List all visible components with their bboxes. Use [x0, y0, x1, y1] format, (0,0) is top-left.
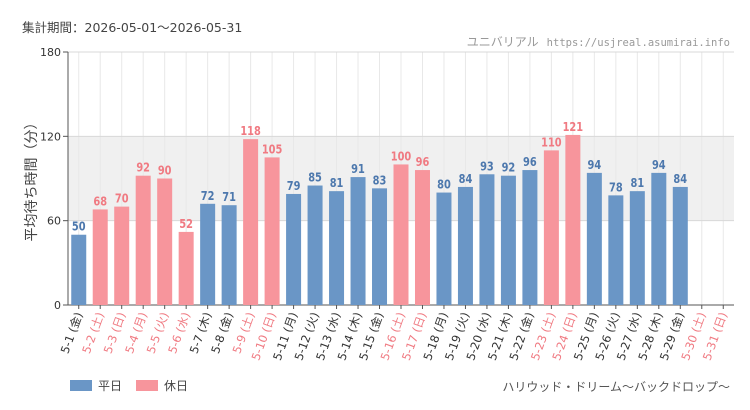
bar — [651, 172, 667, 305]
bar-value-label: 83 — [373, 173, 387, 187]
bar-value-label: 110 — [541, 135, 562, 149]
period-label: 集計期間：2026-05-01～2026-05-31 — [22, 20, 243, 35]
bar — [672, 186, 688, 305]
brand-name: ユニバリアル — [466, 35, 539, 49]
brand-url[interactable]: https://usjreal.asumirai.info — [546, 37, 730, 49]
attraction-name: ハリウッド・ドリーム～バックドロップ～ — [502, 380, 730, 394]
bar-value-label: 92 — [136, 161, 150, 175]
bar-value-label: 93 — [480, 159, 494, 173]
bar — [500, 175, 516, 305]
bar-value-label: 50 — [72, 220, 86, 234]
bar-value-label: 105 — [262, 142, 283, 156]
y-tick-label: 120 — [40, 130, 61, 143]
bar-value-label: 52 — [179, 217, 193, 231]
bar — [92, 209, 108, 305]
bar-value-label: 80 — [437, 178, 451, 192]
legend-item-holiday[interactable]: 休日 — [136, 377, 188, 394]
y-tick-label: 180 — [40, 46, 61, 59]
bar-value-label: 81 — [330, 176, 344, 190]
bar — [243, 139, 259, 305]
bar-value-label: 90 — [158, 164, 172, 178]
bar — [608, 195, 624, 305]
bar — [414, 170, 430, 305]
bar — [457, 186, 473, 305]
legend-swatch-weekday — [70, 380, 92, 391]
bar-value-label: 81 — [630, 176, 644, 190]
bar — [135, 175, 151, 305]
bar — [479, 174, 495, 305]
bar-value-label: 100 — [391, 150, 412, 164]
bar — [264, 157, 280, 305]
bar-value-label: 78 — [609, 180, 623, 194]
bar — [286, 193, 302, 305]
y-tick-label: 0 — [54, 299, 61, 312]
bar-value-label: 92 — [502, 161, 516, 175]
bar-value-label: 94 — [588, 158, 602, 172]
bar-value-label: 79 — [287, 179, 301, 193]
bar — [157, 178, 173, 305]
legend-label-weekday: 平日 — [98, 379, 123, 393]
bar-value-label: 70 — [115, 192, 129, 206]
bar-value-label: 84 — [459, 172, 473, 186]
bar — [178, 231, 194, 305]
bar — [522, 170, 538, 305]
bar — [114, 206, 130, 305]
bar — [543, 150, 559, 305]
bar — [307, 185, 323, 305]
bar-value-label: 72 — [201, 189, 215, 203]
bar-value-label: 121 — [563, 120, 584, 134]
bar — [372, 188, 388, 305]
brand-label: ユニバリアル https://usjreal.asumirai.info — [467, 33, 730, 50]
legend-item-weekday[interactable]: 平日 — [70, 377, 122, 394]
bar — [393, 164, 409, 305]
y-tick-label: 60 — [47, 215, 61, 228]
bar-value-label: 84 — [673, 172, 687, 186]
legend-swatch-holiday — [136, 380, 159, 391]
bar-value-label: 96 — [416, 155, 430, 169]
bar-value-label: 71 — [222, 190, 236, 204]
bar-value-label: 118 — [240, 124, 261, 138]
bar — [586, 172, 602, 305]
bar-value-label: 91 — [351, 162, 365, 176]
bar — [350, 177, 366, 305]
bar-value-label: 68 — [93, 194, 107, 208]
bar — [200, 203, 216, 305]
bar — [629, 191, 645, 305]
bar — [71, 234, 87, 305]
bar-value-label: 94 — [652, 158, 666, 172]
bar — [329, 191, 345, 305]
bar — [221, 205, 237, 305]
bar — [436, 192, 452, 305]
bar-value-label: 85 — [308, 171, 322, 185]
legend-label-holiday: 休日 — [164, 379, 189, 393]
bar — [565, 134, 581, 305]
legend: 平日 休日 — [70, 377, 202, 394]
y-axis-label: 平均待ち時間（分） — [24, 116, 40, 242]
bar-value-label: 96 — [523, 155, 537, 169]
